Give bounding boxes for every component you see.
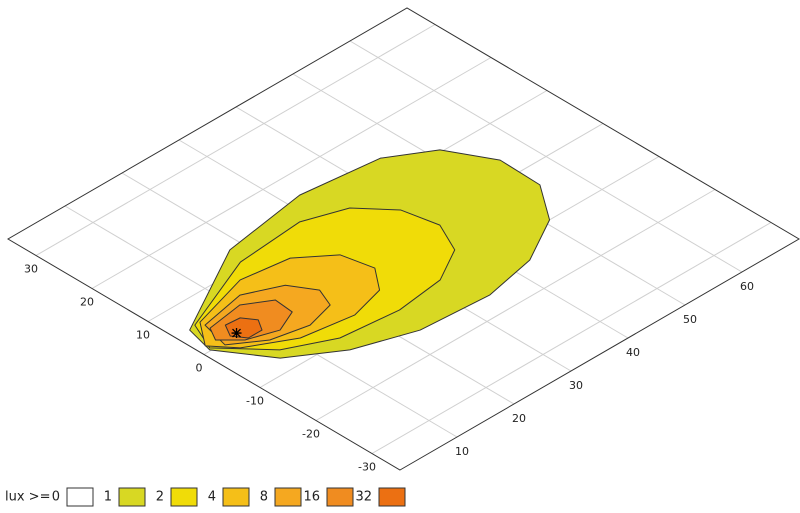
legend-swatch — [66, 487, 94, 507]
x-tick-label: 50 — [683, 313, 697, 326]
y-tick-label: -20 — [302, 428, 320, 441]
legend-swatch — [378, 487, 406, 507]
y-tick-label: -30 — [358, 461, 376, 474]
legend-swatch — [326, 487, 354, 507]
y-tick-label: -10 — [246, 395, 264, 408]
grid-line — [371, 222, 772, 454]
grid-line — [91, 57, 492, 289]
y-tick-label: 30 — [24, 263, 38, 276]
plot-frame — [7, 7, 800, 471]
x-tick-label: 20 — [512, 412, 526, 425]
legend-label: 32 — [355, 490, 372, 505]
legend-label: 0 — [52, 490, 60, 505]
legend-label: 16 — [303, 490, 320, 505]
plot-area: 10 20 30 40 50 60 -30 -20 -10 0 10 20 30 — [7, 7, 800, 474]
legend-title: lux >= — [5, 490, 50, 505]
grid-line — [35, 24, 436, 256]
x-tick-label: 60 — [740, 280, 754, 293]
legend-label: 8 — [260, 490, 268, 505]
x-tick-label: 40 — [626, 346, 640, 359]
legend: lux >= 0 1 2 4 8 16 32 — [5, 487, 406, 507]
y-tick-label: 10 — [136, 329, 150, 342]
x-tick-label: 30 — [569, 379, 583, 392]
legend-label: 1 — [104, 490, 112, 505]
legend-label: 4 — [208, 490, 216, 505]
legend-swatch — [222, 487, 250, 507]
grid-line — [315, 189, 716, 421]
legend-swatch — [118, 487, 146, 507]
light-source — [231, 328, 242, 339]
y-tick-label: 0 — [196, 362, 203, 375]
legend-label: 2 — [156, 490, 164, 505]
legend-swatch — [274, 487, 302, 507]
x-tick-label: 10 — [455, 445, 469, 458]
legend-swatch — [170, 487, 198, 507]
y-tick-label: 20 — [80, 296, 94, 309]
